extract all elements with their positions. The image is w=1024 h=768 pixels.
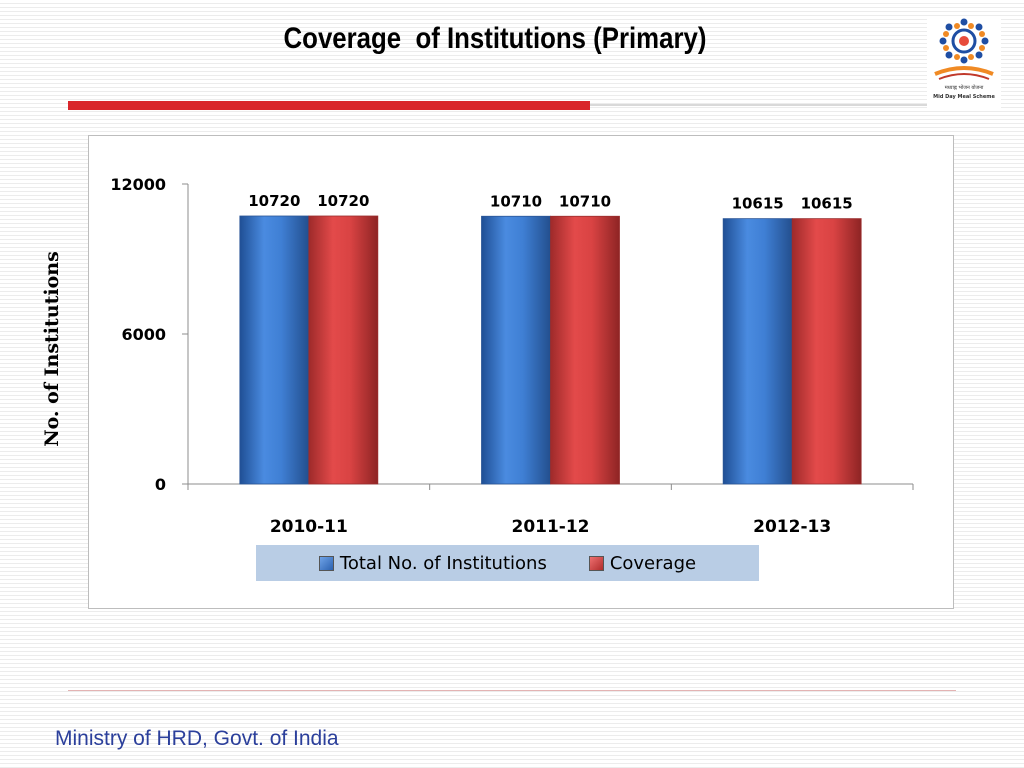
- x-tick-label: 2010-11: [270, 517, 348, 537]
- mid-day-meal-logo-icon: [934, 18, 994, 80]
- footer-text: Ministry of HRD, Govt. of India: [55, 727, 339, 750]
- logo-text-english: Mid Day Meal Scheme: [933, 94, 995, 100]
- data-label-total: 10615: [732, 195, 784, 213]
- y-tick-label: 6000: [121, 325, 166, 344]
- logo-text-hindi: मध्याह्न भोजन योजना: [944, 85, 984, 91]
- legend-swatch-coverage: [588, 555, 604, 571]
- chart-frame: 0 6000 12000 2010-11 10720 10720 2011-12 10710…: [88, 135, 954, 609]
- y-tick-label: 0: [155, 475, 166, 494]
- bar-coverage: [791, 218, 862, 485]
- bar-coverage: [308, 215, 379, 485]
- data-label-coverage: 10710: [559, 192, 611, 210]
- title-underline-red: [68, 101, 590, 110]
- bar-coverage: [550, 215, 620, 485]
- bar-total: [239, 215, 310, 485]
- bar-total: [722, 218, 793, 485]
- chart-legend: Total No. of Institutions Coverage: [256, 545, 759, 581]
- x-tick-label: 2012-13: [753, 517, 831, 537]
- x-tick-label: 2011-12: [511, 517, 589, 537]
- y-axis-label: No. of Institutions: [41, 251, 63, 447]
- title-underline-thin: [590, 104, 930, 106]
- slide-title: Coverage of Institutions (Primary): [283, 22, 707, 55]
- legend-label-total: Total No. of Institutions: [339, 552, 547, 574]
- mid-day-meal-logo: मध्याह्न भोजन योजना Mid Day Meal Scheme: [927, 16, 1001, 108]
- legend-label-coverage: Coverage: [609, 552, 697, 574]
- y-tick-label: 12000: [110, 175, 166, 194]
- legend-swatch-total: [318, 555, 334, 571]
- footer-divider: [68, 690, 956, 691]
- data-label-total: 10710: [490, 192, 542, 210]
- data-label-total: 10720: [248, 192, 300, 210]
- data-label-coverage: 10720: [317, 192, 369, 210]
- bar-chart: 0 6000 12000 2010-11 10720 10720 2011-12 10710…: [110, 175, 914, 537]
- bar-total: [481, 215, 551, 485]
- data-label-coverage: 10615: [801, 195, 853, 213]
- legend-item-coverage: Coverage: [588, 552, 697, 574]
- legend-item-total: Total No. of Institutions: [318, 552, 547, 574]
